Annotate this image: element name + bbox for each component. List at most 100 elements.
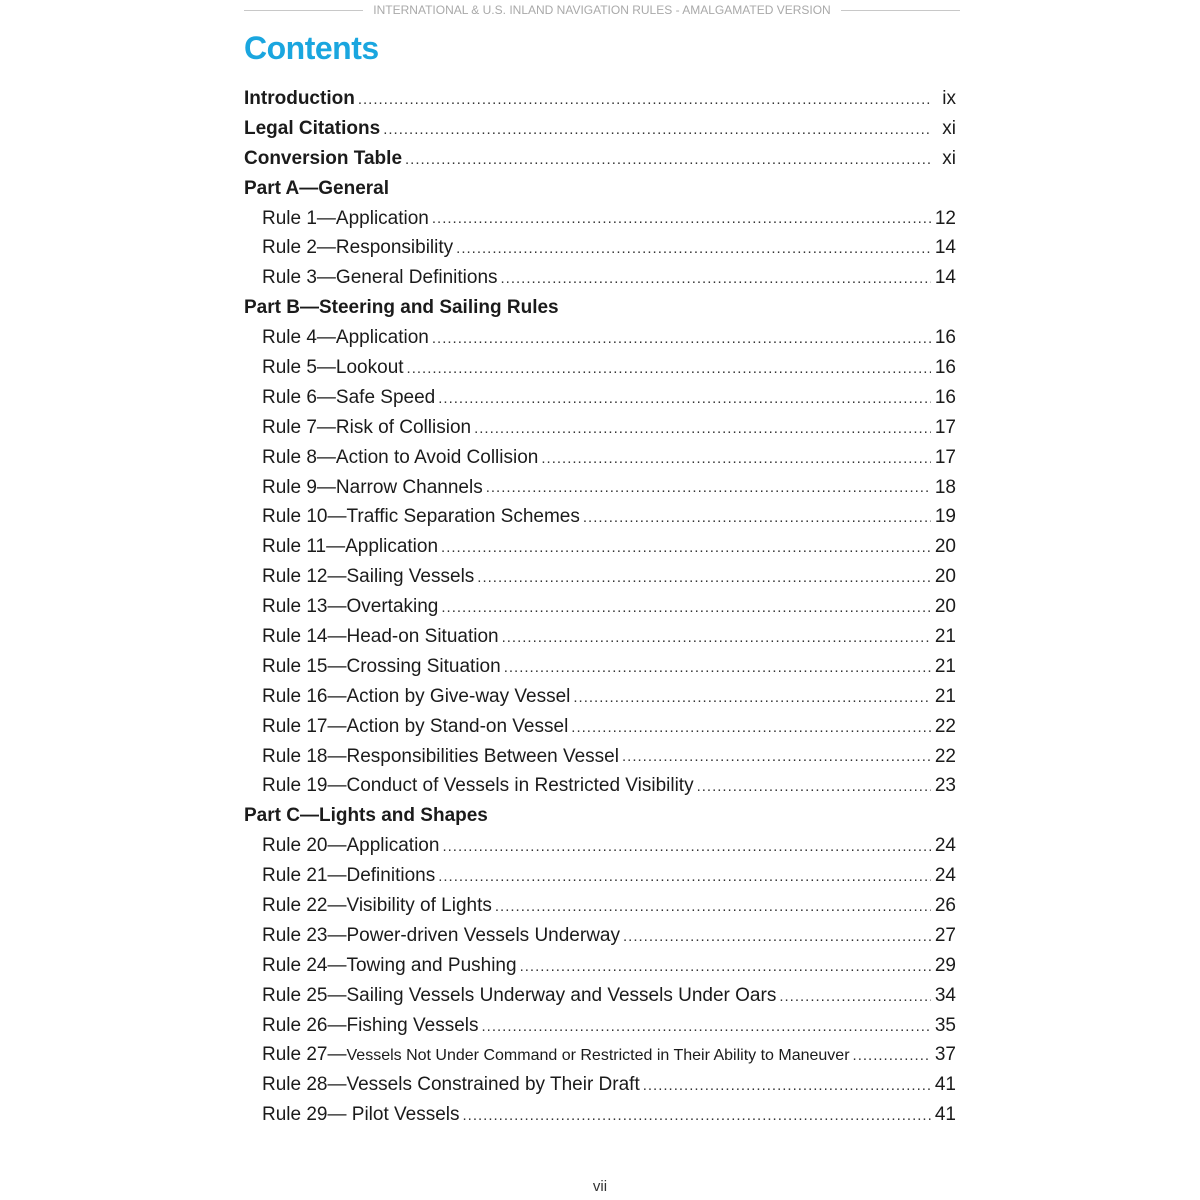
toc-entry[interactable]: Rule 23—Power-driven Vessels Underway 27 [244,921,956,951]
toc-entry-title: Legal Citations [244,117,381,139]
toc-page-number: 16 [934,356,956,378]
toc-entry[interactable]: Rule 10—Traffic Separation Schemes 19 [244,502,956,532]
toc-entry-title: Rule 25—Sailing Vessels Underway and Ves… [262,984,777,1006]
toc-entry[interactable]: Rule 25—Sailing Vessels Underway and Ves… [244,981,956,1011]
toc-entry-label: Rule 13—Overtaking [262,596,438,618]
toc-entry-label: Rule 3—General Definitions [262,267,498,289]
toc-entry-title: Conversion Table [244,147,403,169]
toc-entry-label: Rule 2—Responsibility [262,237,453,259]
toc-entry-title: Rule 21—Definitions [262,865,436,887]
page-number: vii [592,1178,608,1195]
toc-entry[interactable]: Rule 15—Crossing Situation 21 [244,652,956,682]
toc-page-number: 21 [934,625,956,647]
toc-page-number: 17 [934,446,956,468]
toc-page-number: 19 [934,506,956,528]
toc-entry-title: Part B—Steering and Sailing Rules [244,297,559,319]
toc-part-heading[interactable]: Part A—General [244,174,956,204]
toc-entry[interactable]: Rule 8—Action to Avoid Collision 17 [244,443,956,473]
toc-page-number: 21 [934,655,956,677]
toc-page-number: 37 [934,1044,956,1066]
toc-page-number: 14 [934,267,956,289]
toc-entry[interactable]: Introduction ix [244,84,956,114]
running-header: INTERNATIONAL & U.S. INLAND NAVIGATION R… [244,3,961,17]
toc-entry[interactable]: Rule 21—Definitions 24 [244,861,956,891]
toc-page-number: 24 [934,835,956,857]
toc-entry[interactable]: Rule 3—General Definitions 14 [244,263,956,293]
toc-entry[interactable]: Rule 9—Narrow Channels 18 [244,473,956,503]
toc-entry-title: Rule 1—Application [262,207,429,229]
toc-entry-label: Rule 26—Fishing Vessels [262,1015,479,1037]
dot-leader [495,898,931,921]
toc-page-number: 41 [934,1074,956,1096]
dot-leader [697,778,931,801]
toc-page-number: 12 [934,207,956,229]
toc-entry-title: Introduction [244,87,355,109]
toc-entry[interactable]: Rule 27—Vessels Not Under Command or Res… [244,1041,956,1071]
toc-page-number: 14 [934,237,956,259]
dot-leader [405,151,931,174]
toc-entry-title: Rule 16—Action by Give-way Vessel [262,685,571,707]
toc-entry-label: Conversion Table [244,148,402,170]
toc-entry-title-continued: Vessels Not Under Command or Restricted … [346,1047,850,1065]
toc-entry[interactable]: Rule 12—Sailing Vessels 20 [244,562,956,592]
toc-entry-title: Rule 15—Crossing Situation [262,655,501,677]
toc-entry[interactable]: Rule 24—Towing and Pushing 29 [244,951,956,981]
toc-entry[interactable]: Conversion Table xi [244,144,956,174]
dot-leader [477,569,931,592]
toc-entry[interactable]: Rule 20—Application 24 [244,831,956,861]
toc-entry[interactable]: Rule 2—Responsibility 14 [244,233,956,263]
toc-entry[interactable]: Rule 17—Action by Stand-on Vessel 22 [244,712,956,742]
toc-entry[interactable]: Rule 26—Fishing Vessels 35 [244,1011,956,1041]
toc-part-heading[interactable]: Part C—Lights and Shapes [244,801,956,831]
toc-page-number: xi [942,117,956,139]
toc-page-number: 29 [934,954,956,976]
toc-entry[interactable]: Rule 22—Visibility of Lights 26 [244,891,956,921]
toc-entry[interactable]: Rule 19—Conduct of Vessels in Restricted… [244,771,956,801]
toc-part-heading[interactable]: Part B—Steering and Sailing Rules [244,293,956,323]
toc-entry[interactable]: Rule 4—Application 16 [244,323,956,353]
toc-entry-label: Rule 16—Action by Give-way Vessel [262,686,570,708]
toc-entry[interactable]: Legal Citations xi [244,114,956,144]
dot-leader [779,988,931,1011]
dot-leader [474,420,931,443]
toc-entry[interactable]: Rule 5—Lookout 16 [244,353,956,383]
dot-leader [438,868,931,891]
toc-entry-label: Rule 15—Crossing Situation [262,656,501,678]
toc-entry-label: Part C—Lights and Shapes [244,805,488,827]
toc-entry-title: Rule 26—Fishing Vessels [262,1014,479,1036]
toc-entry[interactable]: Rule 16—Action by Give-way Vessel 21 [244,682,956,712]
toc-entry-label: Introduction [244,88,355,110]
toc-page-number: 20 [934,566,956,588]
toc-entry[interactable]: Rule 7—Risk of Collision 17 [244,413,956,443]
dot-leader [432,210,931,233]
toc-entry-title: Rule 8—Action to Avoid Collision [262,446,539,468]
toc-entry-label: Rule 12—Sailing Vessels [262,566,474,588]
dot-leader [853,1047,931,1070]
header-rule-right [840,9,961,11]
toc-entry[interactable]: Rule 29— Pilot Vessels 41 [244,1100,956,1130]
toc-entry[interactable]: Rule 13—Overtaking 20 [244,592,956,622]
toc-entry-label: Rule 17—Action by Stand-on Vessel [262,716,568,738]
toc-entry-label: Rule 29— Pilot Vessels [262,1104,460,1126]
toc-entry[interactable]: Rule 28—Vessels Constrained by Their Dra… [244,1070,956,1100]
toc-entry[interactable]: Rule 18—Responsibilities Between Vessel 2… [244,742,956,772]
toc-entry-title: Rule 27— [262,1044,347,1066]
toc-entry-label: Rule 1—Application [262,208,429,230]
table-of-contents: Introductionix Legal Citations xi Conversio… [244,84,956,1130]
dot-leader [482,1018,932,1041]
toc-page-number: 20 [934,536,956,558]
dot-leader [441,539,931,562]
toc-entry-title: Rule 10—Traffic Separation Schemes [262,506,580,528]
toc-page-number: 27 [934,924,956,946]
dot-leader [583,509,931,532]
toc-entry-label: Part A—General [244,178,389,200]
toc-page-number: 17 [934,416,956,438]
toc-entry-title: Rule 28—Vessels Constrained by Their Dra… [262,1074,640,1096]
toc-entry[interactable]: Rule 14—Head-on Situation 21 [244,622,956,652]
toc-entry[interactable]: Rule 1—Application 12 [244,204,956,234]
toc-entry[interactable]: Rule 11—Application 20 [244,532,956,562]
toc-entry[interactable]: Rule 6—Safe Speed 16 [244,383,956,413]
toc-entry-label: Rule 19—Conduct of Vessels in Restricted… [262,775,694,797]
toc-page-number: 34 [934,984,956,1006]
toc-entry-title: Part C—Lights and Shapes [244,805,488,827]
